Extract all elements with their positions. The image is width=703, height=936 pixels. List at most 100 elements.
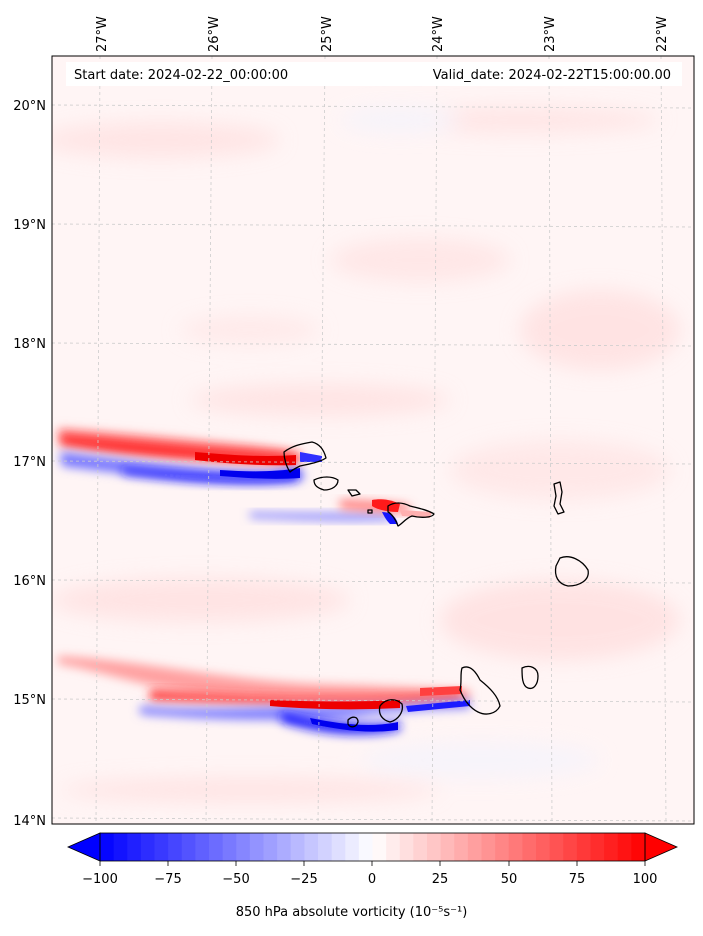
colorbar-label: 850 hPa absolute vorticity (10⁻⁵s⁻¹) [235, 905, 468, 920]
parallel-20n [52, 104, 694, 109]
colorbar: −100 −75 −50 −25 0 25 50 75 100 [67, 832, 678, 887]
colorbar-segment [549, 833, 564, 861]
island-sal [553, 481, 565, 515]
colorbar-segment [209, 833, 224, 861]
colorbar-segment [100, 833, 115, 861]
colorbar-segment [277, 833, 292, 861]
colorbar-tick-labels: −100 −75 −50 −25 0 25 50 75 100 [82, 872, 657, 887]
island-santiago [459, 666, 501, 715]
colorbar-segment [113, 833, 128, 861]
lat-label: 17°N [13, 455, 46, 470]
northern-vorticity-streamer [58, 428, 322, 483]
meridian-23w [548, 56, 553, 824]
colorbar-segment [318, 833, 333, 861]
meridian-26w [205, 56, 213, 824]
island-boa-vista [554, 556, 589, 587]
colorbar-ticks [99, 861, 646, 866]
graticule [52, 56, 694, 824]
cbar-tick-label: 75 [569, 872, 586, 887]
colorbar-segment [604, 833, 619, 861]
map-frame [51, 55, 695, 825]
island-maio [521, 665, 539, 690]
parallel-17n [52, 460, 694, 465]
cbar-tick-label: −75 [154, 872, 181, 887]
cbar-tick-label: 50 [501, 872, 518, 887]
island-brava [347, 716, 359, 728]
colorbar-segment [249, 833, 265, 861]
colorbar-segment [427, 833, 442, 861]
colorbar-segment [372, 833, 387, 861]
colorbar-segment [358, 833, 374, 861]
colorbar-segment [576, 833, 592, 861]
colorbar-segment [345, 833, 360, 861]
parallel-14n [52, 817, 694, 822]
lon-label: 25°W [320, 16, 335, 52]
colorbar-outline [99, 832, 646, 862]
island-sao-vicente [313, 476, 339, 491]
background-vorticity-patches [52, 106, 680, 802]
longitude-labels: 27°W 26°W 25°W 24°W 23°W 22°W [95, 16, 670, 52]
lon-label: 27°W [95, 16, 110, 52]
lat-label: 14°N [13, 814, 46, 829]
colorbar-min-extend [67, 832, 101, 862]
lon-label: 26°W [207, 16, 222, 52]
lat-label: 19°N [13, 218, 46, 233]
colorbar-segment [508, 833, 523, 861]
island-fogo [378, 699, 404, 723]
lon-label: 24°W [431, 16, 446, 52]
colorbar-segments [100, 833, 646, 861]
colorbar-max-extend [644, 832, 678, 862]
colorbar-segment [590, 833, 605, 861]
cbar-tick-label: 100 [633, 872, 658, 887]
colorbar-segment [631, 833, 646, 861]
parallel-16n [52, 579, 694, 584]
island-santo-antao [283, 441, 327, 473]
colorbar-segment [563, 833, 578, 861]
parallel-19n [52, 223, 694, 228]
cbar-tick-label: 0 [368, 872, 376, 887]
colorbar-segment [304, 833, 319, 861]
vorticity-field [52, 56, 694, 824]
meridian-27w [95, 56, 101, 824]
cbar-tick-label: 25 [432, 872, 449, 887]
middle-vorticity-streamer [250, 499, 432, 524]
colorbar-segment [495, 833, 510, 861]
meridian-25w [317, 56, 326, 824]
colorbar-segment [331, 833, 346, 861]
colorbar-segment [168, 833, 183, 861]
colorbar-segment [467, 833, 483, 861]
colorbar-segment [386, 833, 401, 861]
lat-label: 16°N [13, 574, 46, 589]
colorbar-segment [399, 833, 414, 861]
colorbar-segment [522, 833, 537, 861]
cbar-tick-label: −100 [82, 872, 118, 887]
colorbar-segment [617, 833, 632, 861]
lat-label: 18°N [13, 337, 46, 352]
colorbar-segment [536, 833, 551, 861]
colorbar-segment [236, 833, 251, 861]
island-sao-nicolau [387, 502, 435, 527]
colorbar-segment [181, 833, 196, 861]
island-branco [367, 509, 373, 514]
colorbar-segment [154, 833, 169, 861]
lat-label: 15°N [13, 693, 46, 708]
start-date-label: Start date: 2024-02-22_00:00:00 [74, 68, 288, 83]
lon-label: 22°W [655, 16, 670, 52]
meridian-24w [431, 56, 438, 824]
island-santa-luzia [347, 489, 361, 497]
colorbar-segment [440, 833, 455, 861]
colorbar-segment [481, 833, 496, 861]
colorbar-segment [127, 833, 142, 861]
cbar-tick-label: −25 [290, 872, 317, 887]
colorbar-segment [263, 833, 278, 861]
colorbar-segment [454, 833, 469, 861]
colorbar-segment [290, 833, 305, 861]
info-box [66, 62, 682, 86]
lat-label: 20°N [13, 99, 46, 114]
meridian-22w [660, 56, 667, 824]
parallel-18n [52, 342, 694, 347]
valid-date-label: Valid_date: 2024-02-22T15:00:00.00 [433, 68, 671, 83]
lon-label: 23°W [543, 16, 558, 52]
colorbar-segment [195, 833, 210, 861]
